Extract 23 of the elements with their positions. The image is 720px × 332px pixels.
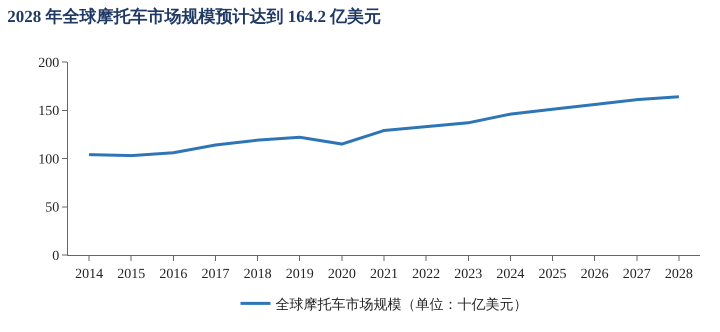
- x-tick-label: 2017: [201, 266, 230, 282]
- y-tick-label: 50: [45, 200, 60, 216]
- y-tick-label: 100: [38, 152, 60, 168]
- x-tick-label: 2014: [75, 266, 104, 282]
- x-tick-label: 2019: [286, 266, 314, 282]
- x-tick-label: 2015: [117, 266, 146, 282]
- x-tick-label: 2024: [496, 266, 524, 282]
- y-tick-label: 0: [52, 248, 60, 264]
- y-tick-label: 200: [38, 56, 60, 71]
- line-series: [88, 95, 680, 158]
- chart-title: 2028 年全球摩托车市场规模预计达到 164.2 亿美元: [7, 6, 382, 26]
- x-tick-label: 2018: [244, 266, 272, 282]
- x-tick-label: 2027: [622, 266, 651, 282]
- x-tick-label: 2020: [328, 266, 356, 282]
- legend-label: 全球摩托车市场规模（单位：十亿美元）: [276, 296, 528, 313]
- y-tick-label: 150: [38, 104, 60, 120]
- x-tick-label: 2025: [538, 266, 567, 282]
- x-tick-label: 2021: [370, 266, 398, 282]
- x-tick-label: 2022: [412, 266, 440, 282]
- x-tick-label: 2023: [454, 266, 482, 282]
- x-tick-label: 2028: [664, 266, 693, 282]
- x-tick-label: 2026: [580, 266, 609, 282]
- x-tick-label: 2016: [159, 266, 188, 282]
